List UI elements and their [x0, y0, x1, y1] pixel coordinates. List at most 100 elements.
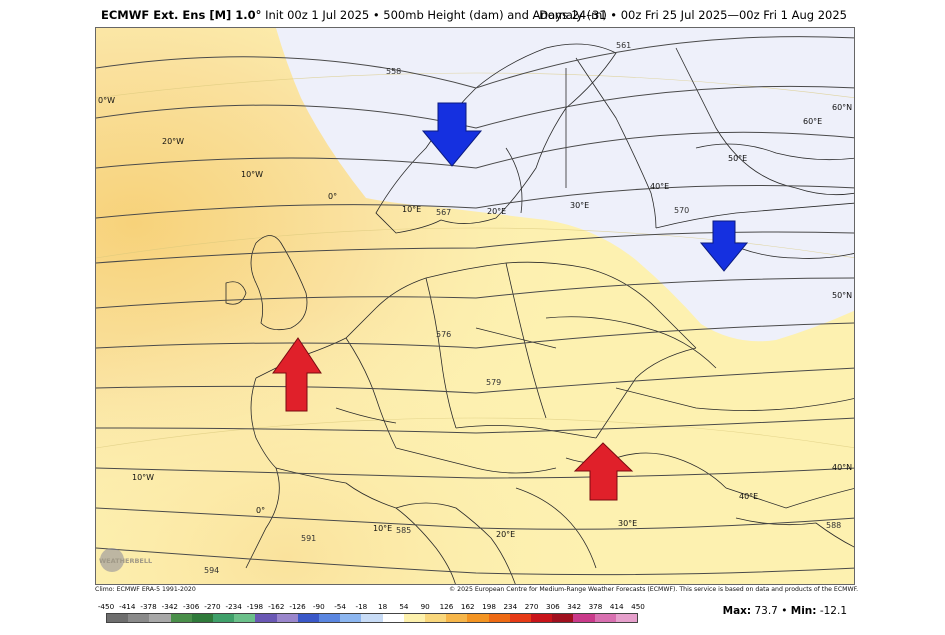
longitude-label: 0°W [98, 96, 115, 105]
colorbar-swatch [234, 614, 256, 622]
svg-text:WEATHERBELL: WEATHERBELL [99, 557, 152, 565]
colorbar-tick-label: 90 [420, 602, 430, 611]
colorbar-swatch [297, 614, 320, 622]
colorbar-tick-label: -378 [140, 602, 157, 611]
longitude-label: 40°E [739, 492, 758, 501]
contour-label: 576 [436, 330, 451, 339]
colorbar-swatch [573, 614, 595, 622]
longitude-label: 50°E [728, 154, 747, 163]
colorbar-swatch [446, 614, 468, 622]
colorbar-swatch [191, 614, 214, 622]
colorbar-swatch [319, 614, 341, 622]
colorbar-tick-label: 342 [567, 602, 582, 611]
contour-label: 579 [486, 378, 501, 387]
longitude-label: 0° [328, 192, 337, 201]
longitude-label: 30°E [618, 519, 637, 528]
colorbar-tick-label: -306 [182, 602, 200, 611]
colorbar-swatch [615, 614, 638, 622]
colorbar-tick-label: 234 [503, 602, 518, 611]
colorbar-tick-label: -162 [268, 602, 285, 611]
longitude-label: 0° [256, 506, 265, 515]
model-name: ECMWF Ext. Ens [M] 1.0° [101, 8, 262, 22]
colorbar-tick-label: -414 [119, 602, 136, 611]
longitude-label: 10°W [241, 170, 263, 179]
max-value: 73.7 [754, 605, 778, 617]
anomaly-colorbar [106, 613, 638, 623]
up-arrow-icon [272, 337, 322, 412]
colorbar-tick-label: -54 [334, 602, 346, 611]
longitude-label: 10°E [402, 205, 421, 214]
colorbar-swatch [425, 614, 447, 622]
longitude-label: 10°E [373, 524, 392, 533]
contour-label: 588 [826, 521, 841, 530]
down-arrow-icon [699, 220, 749, 272]
colorbar-tick-label: -270 [204, 602, 221, 611]
longitude-label: 30°E [570, 201, 589, 210]
up-arrow-icon [573, 442, 634, 501]
colorbar-swatch [170, 614, 192, 622]
colorbar-swatch [509, 614, 532, 622]
longitude-label: 20°E [487, 207, 506, 216]
down-arrow-icon [421, 102, 483, 167]
colorbar-tick-label: -450 [97, 602, 115, 611]
colorbar-tick-label: 198 [482, 602, 496, 611]
colorbar-tick-label: -126 [289, 602, 306, 611]
colorbar-swatch [382, 614, 404, 622]
colorbar-swatch [467, 614, 489, 622]
weatherbell-logo: WEATHERBELL [99, 548, 152, 572]
colorbar-swatch [340, 614, 362, 622]
longitude-label: 60°E [803, 117, 822, 126]
valid-period: Days 24–31 • 00z Fri 25 Jul 2025—00z Fri… [539, 8, 847, 22]
copyright-note: © 2025 European Centre for Medium-Range … [449, 586, 859, 593]
colorbar-tick-label: 18 [378, 602, 388, 611]
colorbar-swatch [403, 614, 426, 622]
min-value: -12.1 [819, 605, 847, 617]
colorbar-tick-label: -234 [225, 602, 242, 611]
contour-label: 591 [301, 534, 316, 543]
colorbar-tick-label: 306 [546, 602, 560, 611]
contour-label: 585 [396, 526, 411, 535]
colorbar-swatch [149, 614, 171, 622]
colorbar-swatch [531, 614, 553, 622]
min-label: Min: [790, 605, 817, 617]
colorbar-swatch [107, 614, 129, 622]
colorbar-swatch [594, 614, 616, 622]
colorbar-tick-label: -18 [355, 602, 368, 611]
climo-note: Climo: ECMWF ERA-5 1991-2020 [95, 586, 196, 593]
latitude-label: 60°N [832, 103, 852, 112]
contour-label: 570 [674, 206, 689, 215]
contour-label: 594 [204, 566, 219, 575]
colorbar-swatch [552, 614, 574, 622]
colorbar-tick-label: -198 [246, 602, 264, 611]
colorbar-tick-label: -342 [161, 602, 178, 611]
latitude-label: 50°N [832, 291, 852, 300]
colorbar-tick-label: 126 [439, 602, 454, 611]
init-description: Init 00z 1 Jul 2025 • 500mb Height (dam)… [265, 8, 607, 22]
map-title: ECMWF Ext. Ens [M] 1.0° Init 00z 1 Jul 2… [101, 8, 607, 22]
colorbar-tick-label: 450 [631, 602, 645, 611]
colorbar-swatch [213, 614, 235, 622]
longitude-label: 40°E [650, 182, 669, 191]
negative-anomaly-area [276, 28, 854, 342]
colorbar-tick-label: 378 [588, 602, 603, 611]
longitude-label: 20°W [162, 137, 184, 146]
longitude-label: 20°E [496, 530, 515, 539]
colorbar-swatch [128, 614, 150, 622]
colorbar-swatch [276, 614, 298, 622]
colorbar-tick-label: -90 [312, 602, 325, 611]
colorbar-swatch [255, 614, 277, 622]
colorbar-swatch [488, 614, 510, 622]
colorbar-tick-label: 54 [399, 602, 409, 611]
colorbar-tick-labels: -450 -414 -378 -342 -306 -270 -234 -198 -162 -126… [97, 602, 645, 612]
max-label: Max: [722, 605, 752, 617]
colorbar-tick-label: 414 [609, 602, 624, 611]
colorbar-tick-label: 162 [460, 602, 475, 611]
colorbar-swatch [361, 614, 383, 622]
contour-label: 561 [616, 41, 631, 50]
contour-label: 567 [436, 208, 451, 217]
latitude-label: 40°N [832, 463, 852, 472]
colorbar-tick-label: 270 [524, 602, 539, 611]
contour-label: 558 [386, 67, 401, 76]
longitude-label: 10°W [132, 473, 154, 482]
max-min-readout: Max: 73.7 • Min: -12.1 [722, 605, 847, 617]
